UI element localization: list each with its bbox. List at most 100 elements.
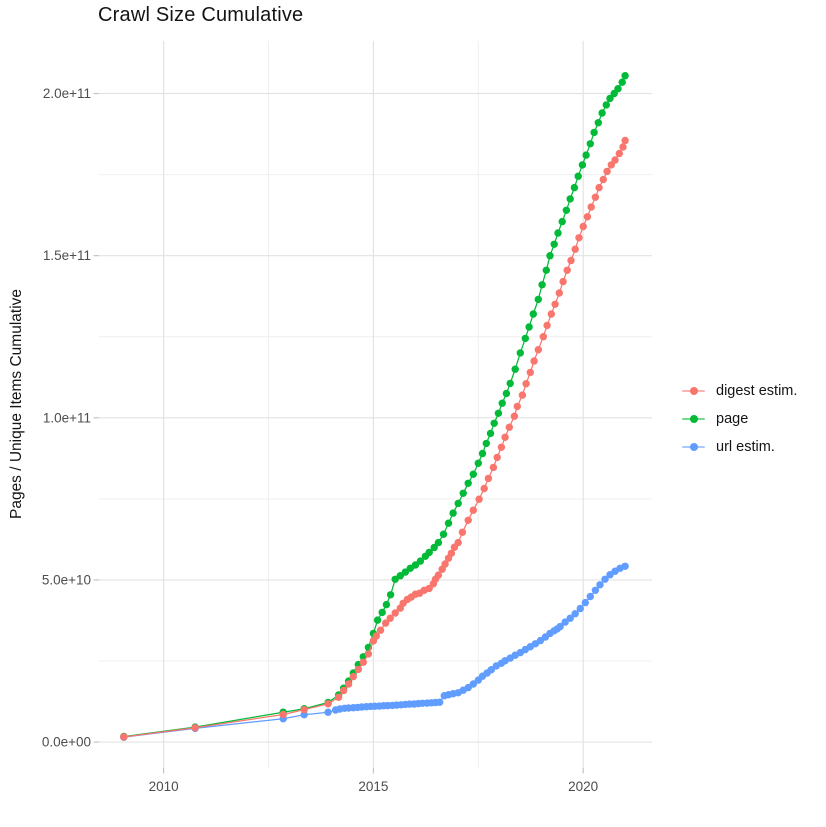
data-point-page: [594, 119, 602, 127]
data-point-page: [586, 140, 594, 148]
data-point-page: [542, 266, 550, 274]
data-point-digest-estim: [547, 310, 555, 318]
data-point-page: [602, 101, 610, 109]
data-point-url-estim: [581, 598, 589, 607]
legend-label: url estim.: [716, 439, 775, 455]
data-point-page: [425, 548, 433, 557]
data-point-digest-estim: [591, 193, 600, 201]
data-point-digest-estim: [587, 203, 595, 211]
data-point-page: [382, 600, 391, 609]
legend-item-page: page: [682, 405, 797, 433]
data-point-digest-estim: [458, 528, 467, 536]
data-point-page: [401, 568, 409, 576]
data-point-page: [546, 252, 554, 260]
data-point-page: [511, 365, 519, 373]
data-point-digest-estim: [501, 433, 509, 441]
data-point-page: [464, 479, 472, 487]
data-point-url-estim: [561, 618, 569, 626]
data-point-page: [478, 449, 487, 458]
data-point-digest-estim: [522, 380, 530, 388]
data-point-digest-estim: [621, 136, 629, 145]
data-point-url-estim: [487, 666, 495, 674]
data-point-page: [439, 530, 448, 538]
data-point-page: [570, 183, 579, 192]
data-point-digest-estim: [324, 700, 332, 708]
legend-key-icon: [682, 383, 705, 399]
data-point-page: [454, 499, 462, 508]
data-point-page: [566, 195, 574, 203]
data-point-digest-estim: [364, 650, 373, 658]
legend-key-icon: [682, 439, 705, 455]
data-point-digest-estim: [489, 463, 498, 472]
data-point-digest-estim: [611, 156, 619, 164]
data-point-url-estim: [300, 711, 308, 719]
data-point-page: [444, 519, 453, 527]
data-point-digest-estim: [480, 484, 488, 493]
data-point-digest-estim: [334, 693, 343, 701]
data-point-page: [502, 389, 511, 398]
data-point-digest-estim: [555, 289, 563, 297]
data-point-url-estim: [556, 622, 564, 631]
data-point-page: [386, 591, 395, 599]
data-point-page: [598, 109, 606, 117]
data-point-url-estim: [576, 604, 584, 613]
data-point-page: [416, 557, 425, 565]
data-point-digest-estim: [530, 357, 538, 365]
x-tick-label: 2015: [358, 779, 388, 794]
data-point-digest-estim: [391, 609, 399, 617]
data-point-digest-estim: [339, 686, 348, 695]
data-point-digest-estim: [484, 474, 493, 483]
data-point-url-estim: [566, 614, 574, 622]
data-point-url-estim: [469, 680, 477, 688]
data-point-page: [618, 78, 626, 86]
data-point-digest-estim: [359, 658, 367, 666]
data-point-page: [529, 310, 537, 318]
data-point-page: [521, 334, 529, 343]
data-point-page: [506, 379, 514, 388]
data-point-digest-estim: [603, 167, 611, 176]
data-point-digest-estim: [493, 453, 501, 462]
legend-key-dot: [689, 387, 698, 395]
data-point-digest-estim: [354, 665, 362, 674]
legend-item-digest-estim: digest estim.: [682, 377, 797, 405]
data-point-page: [516, 349, 524, 357]
legend-key-dot: [689, 415, 698, 423]
data-point-digest-estim: [551, 300, 559, 308]
data-point-digest-estim: [599, 175, 607, 184]
legend-key-icon: [682, 411, 705, 427]
data-point-digest-estim: [344, 680, 353, 688]
data-point-digest-estim: [575, 234, 583, 242]
data-point-digest-estim: [534, 346, 542, 354]
data-point-digest-estim: [518, 391, 527, 399]
data-point-digest-estim: [539, 333, 547, 341]
legend-label: page: [716, 411, 749, 427]
data-point-page: [469, 470, 477, 478]
legend: digest estim. page url estim.: [682, 377, 797, 461]
data-point-digest-estim: [526, 368, 534, 377]
data-point-page: [474, 459, 482, 467]
series-line-digest-estim: [123, 140, 626, 738]
data-point-digest-estim: [469, 506, 477, 514]
data-point-page: [490, 419, 498, 427]
data-point-url-estim: [586, 592, 594, 601]
data-point-page: [606, 94, 614, 103]
legend-label: digest estim.: [716, 383, 798, 399]
data-point-digest-estim: [434, 571, 443, 579]
y-tick-label: 1.0e+11: [43, 410, 91, 425]
data-point-page: [482, 439, 490, 448]
data-point-digest-estim: [579, 222, 587, 231]
data-point-digest-estim: [191, 724, 199, 732]
data-point-page: [459, 489, 467, 497]
legend-item-url-estim: url estim.: [682, 433, 797, 461]
data-point-url-estim: [571, 610, 579, 618]
data-point-digest-estim: [583, 213, 592, 221]
data-point-page: [550, 240, 558, 248]
data-point-page: [582, 151, 590, 159]
y-tick-label: 5.0e+10: [42, 572, 91, 587]
data-point-page: [554, 229, 562, 237]
data-point-digest-estim: [475, 495, 483, 503]
y-tick-label: 2.0e+11: [43, 86, 91, 101]
data-point-page: [590, 128, 598, 137]
series-line-url-estim: [123, 565, 626, 738]
